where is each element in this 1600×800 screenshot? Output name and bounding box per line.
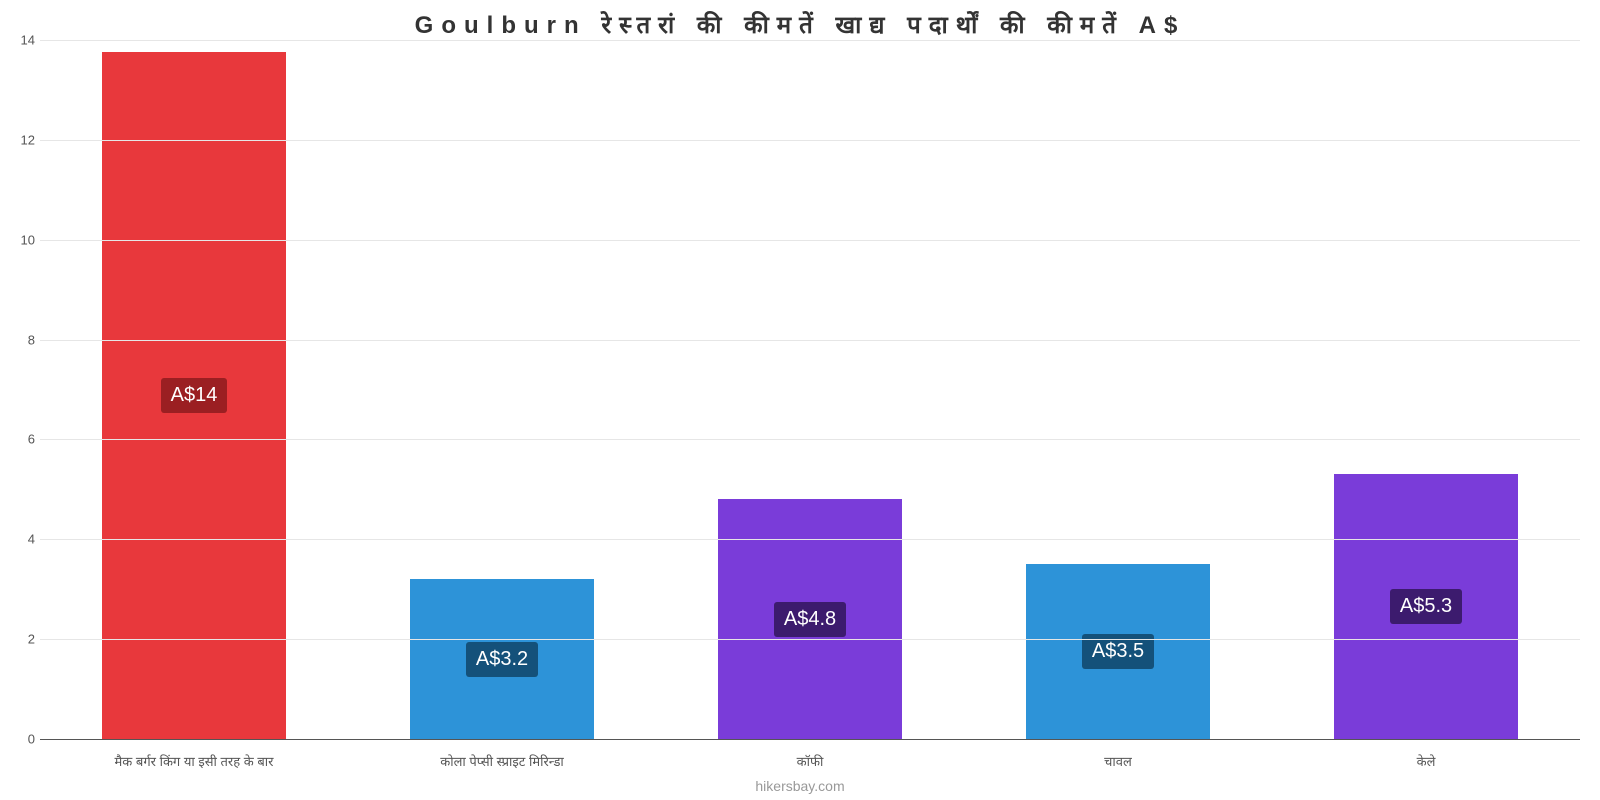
x-tick-label: कॉफी	[656, 752, 964, 770]
bar-slot: A$5.3	[1272, 40, 1580, 739]
grid-line	[40, 140, 1580, 141]
price-bar-chart: Goulburn रेस्तरां की कीमतें खाद्य पदार्थ…	[0, 0, 1600, 800]
grid-line	[40, 539, 1580, 540]
y-tick-label: 8	[10, 332, 35, 347]
bar-slot: A$14	[40, 40, 348, 739]
grid-line	[40, 40, 1580, 41]
chart-source: hikersbay.com	[0, 778, 1600, 794]
bar-value-label: A$3.2	[466, 642, 538, 677]
y-tick-label: 14	[10, 33, 35, 48]
bars-container: A$14 A$3.2 A$4.8 A$3.5 A$5.3	[40, 40, 1580, 739]
grid-line	[40, 340, 1580, 341]
y-tick-label: 4	[10, 532, 35, 547]
chart-title: Goulburn रेस्तरां की कीमतें खाद्य पदार्थ…	[0, 8, 1600, 41]
bar: A$14	[102, 52, 287, 739]
y-tick-label: 10	[10, 232, 35, 247]
bar: A$3.2	[410, 579, 595, 739]
x-tick-label: चावल	[964, 752, 1272, 770]
grid-line	[40, 240, 1580, 241]
y-tick-label: 0	[10, 732, 35, 747]
grid-line	[40, 639, 1580, 640]
x-tick-label: केले	[1272, 752, 1580, 770]
bar-value-label: A$14	[161, 378, 228, 413]
x-tick-label: कोला पेप्सी स्प्राइट मिरिन्डा	[348, 752, 656, 770]
y-tick-label: 12	[10, 132, 35, 147]
bar: A$5.3	[1334, 474, 1519, 739]
bar-slot: A$3.2	[348, 40, 656, 739]
y-tick-label: 6	[10, 432, 35, 447]
grid-line	[40, 439, 1580, 440]
x-tick-label: मैक बर्गर किंग या इसी तरह के बार	[40, 752, 348, 770]
x-axis: मैक बर्गर किंग या इसी तरह के बारकोला पेप…	[40, 752, 1580, 770]
y-tick-label: 2	[10, 632, 35, 647]
bar: A$4.8	[718, 499, 903, 739]
bar-slot: A$4.8	[656, 40, 964, 739]
bar-value-label: A$4.8	[774, 602, 846, 637]
bar: A$3.5	[1026, 564, 1211, 739]
plot-area: A$14A$3.2A$4.8A$3.5A$5.3 02468101214	[40, 40, 1580, 740]
bar-value-label: A$5.3	[1390, 589, 1462, 624]
bar-slot: A$3.5	[964, 40, 1272, 739]
